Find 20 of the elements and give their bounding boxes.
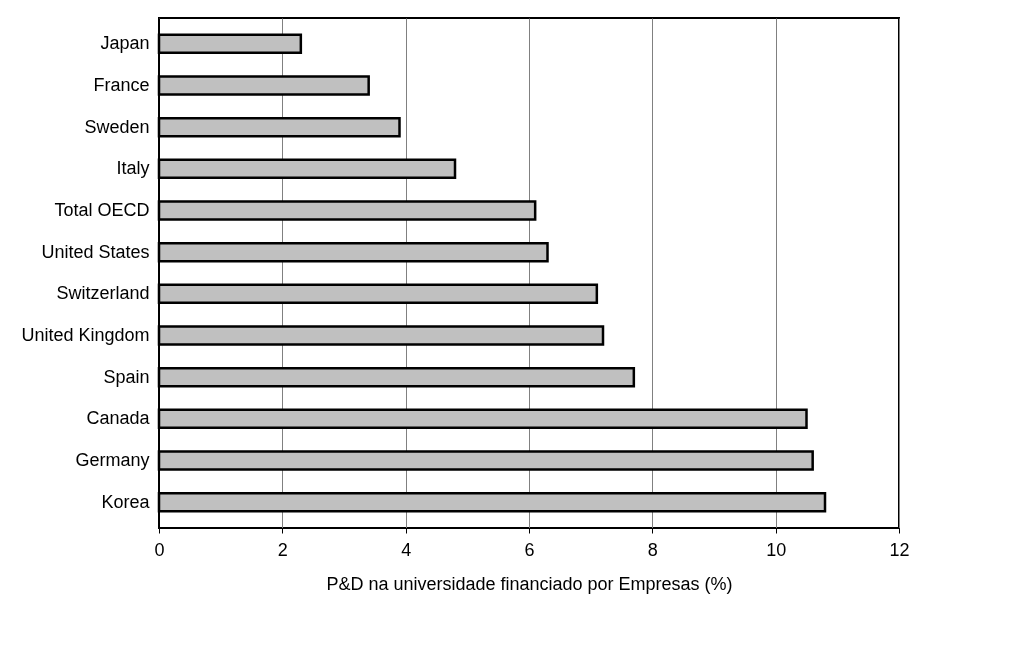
x-tick-label: 6 xyxy=(524,539,535,560)
y-tick-label: United Kingdom xyxy=(21,325,150,345)
x-tick-label: 2 xyxy=(277,539,288,560)
y-tick-label: Germany xyxy=(75,450,150,470)
x-tick-label: 10 xyxy=(766,539,787,560)
y-tick-label: Japan xyxy=(100,33,150,54)
y-tick-label: Canada xyxy=(86,408,151,429)
y-tick-label: Italy xyxy=(116,158,150,179)
x-axis-title: P&D na universidade financiado por Empresas (%) xyxy=(326,573,733,594)
y-tick-label: Switzerland xyxy=(56,283,150,304)
y-tick-label: United States xyxy=(41,241,150,262)
x-tick-label: 4 xyxy=(401,539,412,560)
y-tick-label: Total OECD xyxy=(54,200,150,220)
x-tick-label: 8 xyxy=(647,539,658,560)
y-tick-label: Spain xyxy=(103,366,150,387)
x-tick-label: 12 xyxy=(889,539,910,560)
y-tick-label: France xyxy=(93,75,150,95)
y-tick-label: Sweden xyxy=(84,116,150,137)
y-tick-label: Korea xyxy=(101,491,151,512)
x-tick-label: 0 xyxy=(154,539,165,560)
